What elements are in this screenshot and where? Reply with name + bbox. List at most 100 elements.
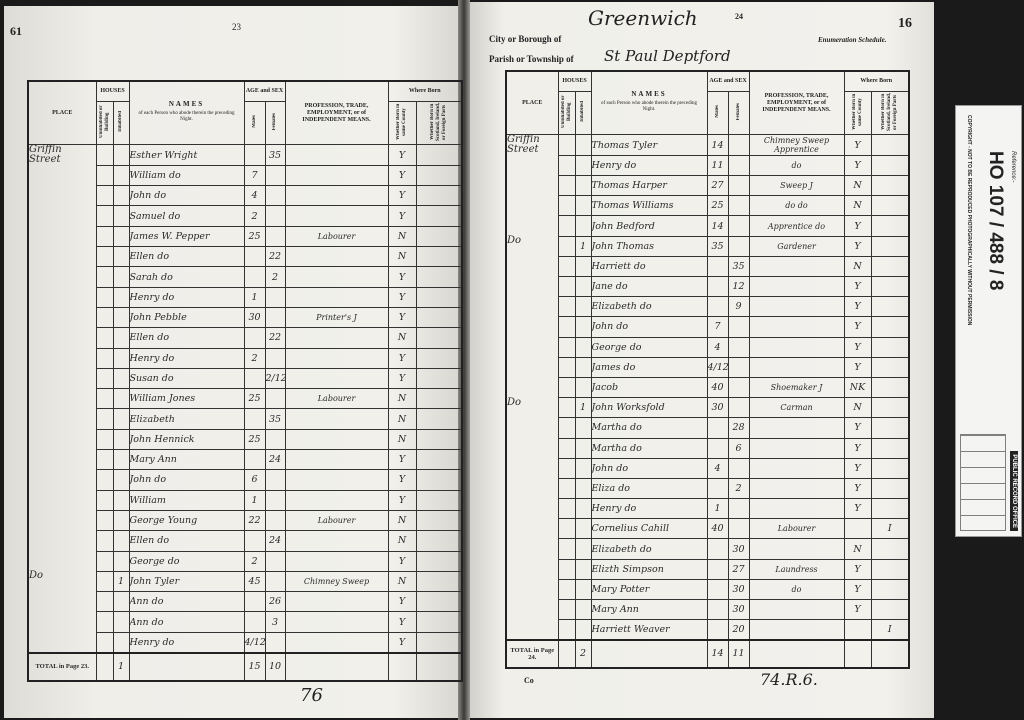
name-cell: Elizabeth [128,408,245,430]
born-foreign-cell [415,185,463,207]
census-row: Do 1 John Thomas 35 Gardener Y [505,235,910,257]
male-age-cell: 1 [706,498,729,520]
born-same-county-cell: N [387,428,417,451]
uninhabited-cell [95,530,114,552]
header-uninhabited-text: Uninhabited or Building [98,105,110,138]
profession-cell [284,347,389,369]
place-cell [27,429,97,450]
female-age-cell [727,316,750,338]
header-males-text: Males [251,115,257,128]
inhabited-cell [112,449,130,471]
female-age-cell [264,489,286,511]
name-cell: James do [590,356,708,378]
right-page-number: 24 [735,12,743,21]
total-uninhabited [95,652,114,682]
female-age-cell: 30 [727,599,750,621]
name-cell: John Worksfold [590,397,708,419]
inhabited-cell [112,205,130,227]
uninhabited-cell [557,437,576,459]
place-text: Do [507,396,522,408]
born-same-county-cell: Y [843,437,872,459]
female-age-cell: 27 [727,558,750,580]
place-cell [27,469,97,491]
male-age-cell [706,276,729,298]
place-cell [505,276,559,297]
male-age-cell: 25 [243,388,266,410]
schedule-label: Enumeration Schedule. [818,36,887,44]
inhabited-cell [112,144,130,166]
born-foreign-cell [415,327,463,349]
name-cell: Henry do [128,631,245,654]
born-same-county-cell: N [387,225,417,248]
profession-cell [748,538,845,560]
profession-cell [284,469,389,491]
header-females-text: Females [735,102,741,121]
profession-cell: Gardener [748,235,845,257]
name-cell: Thomas Williams [590,195,708,217]
born-foreign-cell [870,356,910,378]
profession-cell [748,356,845,378]
name-cell: Ellen do [128,530,245,552]
born-foreign-cell [415,225,463,248]
place-cell [505,619,559,640]
uninhabited-cell [557,599,576,621]
male-age-cell: 4 [243,185,266,207]
profession-cell: Chimney Sweep Apprentice [748,134,845,156]
born-same-county-cell: N [843,255,872,278]
name-cell: Elizabeth do [590,538,708,560]
header-where-born: Where Born [387,80,463,102]
header-scotland: Whether Born in Scotland, Ireland, or Fo… [415,100,463,146]
census-row: Mary Ann 30 Y [505,599,910,621]
born-foreign-cell [870,134,910,156]
name-cell: John Pebble [128,306,245,329]
census-row: John Bedford 14 Apprentice do Y [505,215,910,237]
female-age-cell [264,286,286,308]
born-foreign-cell [870,397,910,419]
profession-cell [284,591,389,613]
female-age-cell [264,631,286,654]
header-scotland-text: Whether Born in Scotland, Ireland, or Fo… [429,102,447,141]
profession-cell [748,619,845,641]
corner-number: 61 [10,24,22,38]
born-foreign-cell [415,550,463,572]
name-cell: Thomas Tyler [590,134,708,156]
male-age-cell [706,538,729,560]
born-same-county-cell: Y [387,631,417,654]
name-cell: Elizth Simpson [590,558,708,580]
female-age-cell [727,518,750,540]
total-blank [843,639,872,669]
profession-cell: Labourer [284,388,389,410]
inhabited-cell [112,327,130,349]
header-uninhabited: Uninhabited or Building [557,90,576,136]
name-cell: Ellen do [128,246,245,268]
census-row: George do 4 Y [505,336,910,358]
born-foreign-cell [870,477,910,500]
total-blank [387,652,417,682]
female-age-cell: 30 [727,578,750,601]
male-age-cell: 11 [706,154,729,177]
place-cell [27,408,97,430]
uninhabited-cell [95,509,114,532]
born-same-county-cell: N [387,408,417,430]
inhabited-cell [574,154,592,177]
born-same-county-cell: Y [843,316,872,338]
right-footer-note: 74.R.6. [760,670,818,689]
name-cell: William Jones [128,388,245,410]
uninhabited-cell [557,154,576,177]
born-same-county-cell: Y [843,296,872,318]
ref-prefix: Reference:- [1009,151,1016,183]
inhabited-cell [574,437,592,459]
place-cell [505,296,559,317]
inhabited-cell [112,509,130,532]
born-foreign-cell [870,296,910,318]
profession-cell [748,255,845,278]
inhabited-cell [574,477,592,500]
header-names-title: NAMES [631,90,667,99]
profession-cell [284,164,389,187]
census-row: James do 4/12 Y [505,356,910,378]
inhabited-cell [574,619,592,641]
uninhabited-cell [95,570,114,593]
profession-cell: do [748,154,845,177]
name-cell: Jacob [590,376,708,399]
